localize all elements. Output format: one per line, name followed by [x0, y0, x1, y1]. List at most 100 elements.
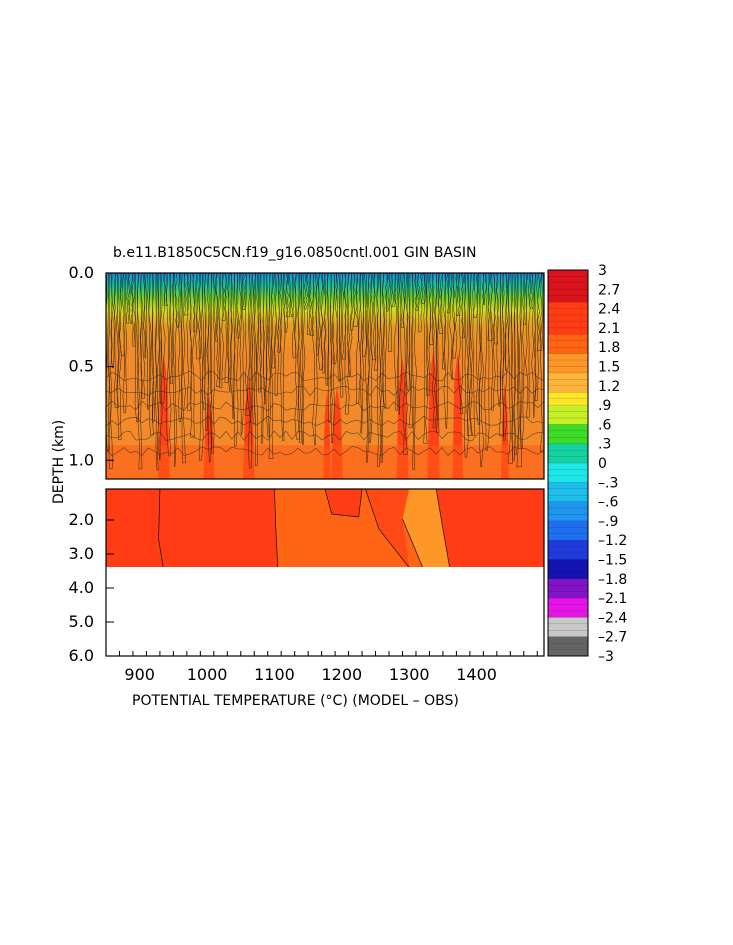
contour-line — [400, 273, 405, 328]
colorbar-label: –2.7 — [598, 630, 627, 646]
colorbar-band — [548, 604, 588, 612]
contour-line — [525, 273, 531, 418]
contour-line — [361, 273, 368, 357]
contour-line — [463, 273, 470, 458]
contour-line — [364, 273, 370, 463]
contour-line — [139, 273, 146, 399]
contour-line — [274, 489, 279, 567]
contour-line — [151, 273, 157, 423]
x-tick-label: 1000 — [187, 665, 228, 684]
colorbar-band — [548, 308, 588, 316]
colorbar-band — [548, 276, 588, 284]
contour-line — [128, 273, 134, 324]
field-region — [402, 489, 450, 567]
contour-line — [365, 489, 410, 567]
field-region — [436, 489, 544, 567]
field-region — [325, 489, 363, 517]
colorbar-label: –.3 — [598, 475, 618, 491]
upper-panel — [105, 272, 545, 480]
x-axis: 900 1000 1100 1200 1300 1400 — [105, 651, 538, 684]
contour-line — [484, 273, 490, 451]
contour-line — [411, 273, 417, 470]
colorbar-label: .6 — [598, 417, 611, 433]
colorbar-label: 1.2 — [598, 379, 620, 395]
lower-contour-lines — [158, 489, 450, 567]
contour-line — [449, 273, 455, 380]
contour-line — [210, 273, 216, 454]
contour-line — [402, 273, 408, 455]
colorbar-band — [548, 289, 588, 297]
colorbar-band — [548, 379, 588, 387]
contour-line — [455, 273, 461, 316]
contour-line — [116, 273, 122, 441]
colorbar-band — [548, 540, 588, 547]
colorbar-band — [548, 430, 588, 438]
contour-line — [339, 273, 344, 398]
contour-line — [402, 518, 423, 567]
colorbar-band — [548, 495, 588, 502]
contour-line — [367, 273, 373, 443]
contour-line — [382, 273, 388, 409]
contour-line — [108, 273, 113, 469]
contour-line — [388, 273, 393, 352]
contour-line — [247, 273, 254, 469]
x-tick-label: 1400 — [456, 665, 497, 684]
lower-panel-frame — [105, 488, 545, 657]
upper-contour-lines — [106, 273, 544, 471]
colorbar-band — [548, 398, 588, 406]
contour-line — [125, 273, 131, 324]
contour-line — [241, 273, 247, 310]
colorbar-band — [548, 508, 588, 515]
contour-line — [136, 273, 143, 470]
contour-line — [253, 273, 260, 466]
colorbar-band — [548, 630, 588, 637]
contour-line — [268, 273, 274, 459]
contour-line — [379, 273, 385, 463]
contour-line — [507, 273, 513, 464]
colorbar-band — [548, 565, 588, 573]
contour-line — [513, 273, 519, 456]
contour-line — [283, 273, 289, 334]
contour-line — [180, 273, 186, 464]
contour-line — [297, 273, 303, 443]
colorbar-band — [548, 585, 588, 592]
contour-line — [432, 273, 438, 429]
lower-panel — [105, 488, 545, 657]
colorbar-label: 2.1 — [598, 321, 620, 337]
contour-line — [315, 273, 320, 356]
contour-line — [259, 273, 265, 444]
upper-warm-anomalies — [106, 349, 544, 479]
colorbar-band — [548, 610, 588, 618]
colorbar-band — [548, 366, 588, 374]
colorbar-band — [548, 392, 588, 399]
colorbar-band — [548, 475, 588, 483]
colorbar-band — [548, 643, 588, 650]
contour-line — [350, 273, 356, 331]
colorbar-band — [548, 302, 588, 309]
contour-line — [353, 273, 359, 327]
contour-line — [522, 273, 528, 325]
contour-line — [306, 273, 311, 335]
x-axis-label: POTENTIAL TEMPERATURE (°C) (MODEL – OBS) — [132, 693, 459, 709]
colorbar-band — [548, 315, 588, 322]
upper-panel-frame — [105, 272, 545, 480]
colorbar-band — [548, 553, 588, 560]
y-axis-upper: 0.0 0.5 1.0 — [69, 263, 114, 469]
contour-line — [251, 273, 257, 425]
colorbar-band — [548, 443, 588, 451]
contour-line — [373, 273, 379, 371]
contour-line — [330, 273, 335, 444]
colorbar-band — [548, 559, 588, 567]
colorbar-band — [548, 450, 588, 457]
colorbar-band — [548, 482, 588, 490]
colorbar-label: –2.4 — [598, 610, 627, 626]
x-tick-label: 1100 — [254, 665, 295, 684]
contour-line — [493, 273, 499, 345]
field-region — [274, 489, 409, 567]
contour-line — [414, 273, 420, 311]
contour-line — [198, 273, 204, 461]
colorbar-band — [548, 520, 588, 528]
contour-line — [106, 385, 544, 397]
x-tick-label: 1300 — [389, 665, 430, 684]
